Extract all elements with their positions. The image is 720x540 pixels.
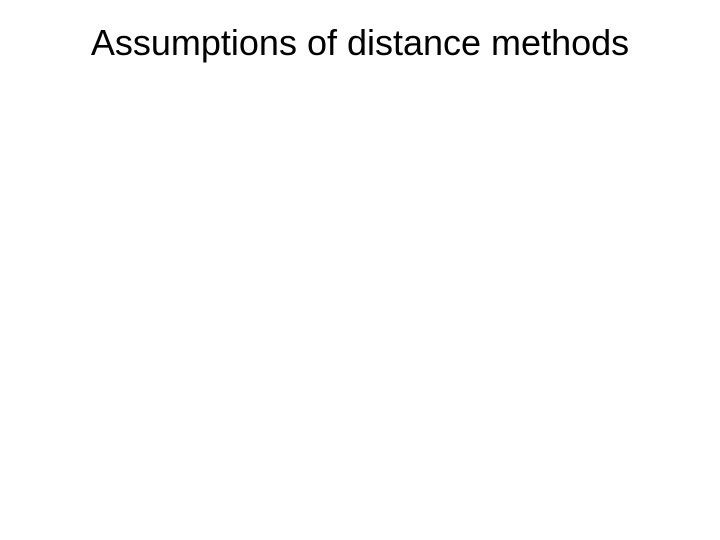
- slide: Assumptions of distance methods: [0, 0, 720, 540]
- slide-title: Assumptions of distance methods: [0, 22, 720, 64]
